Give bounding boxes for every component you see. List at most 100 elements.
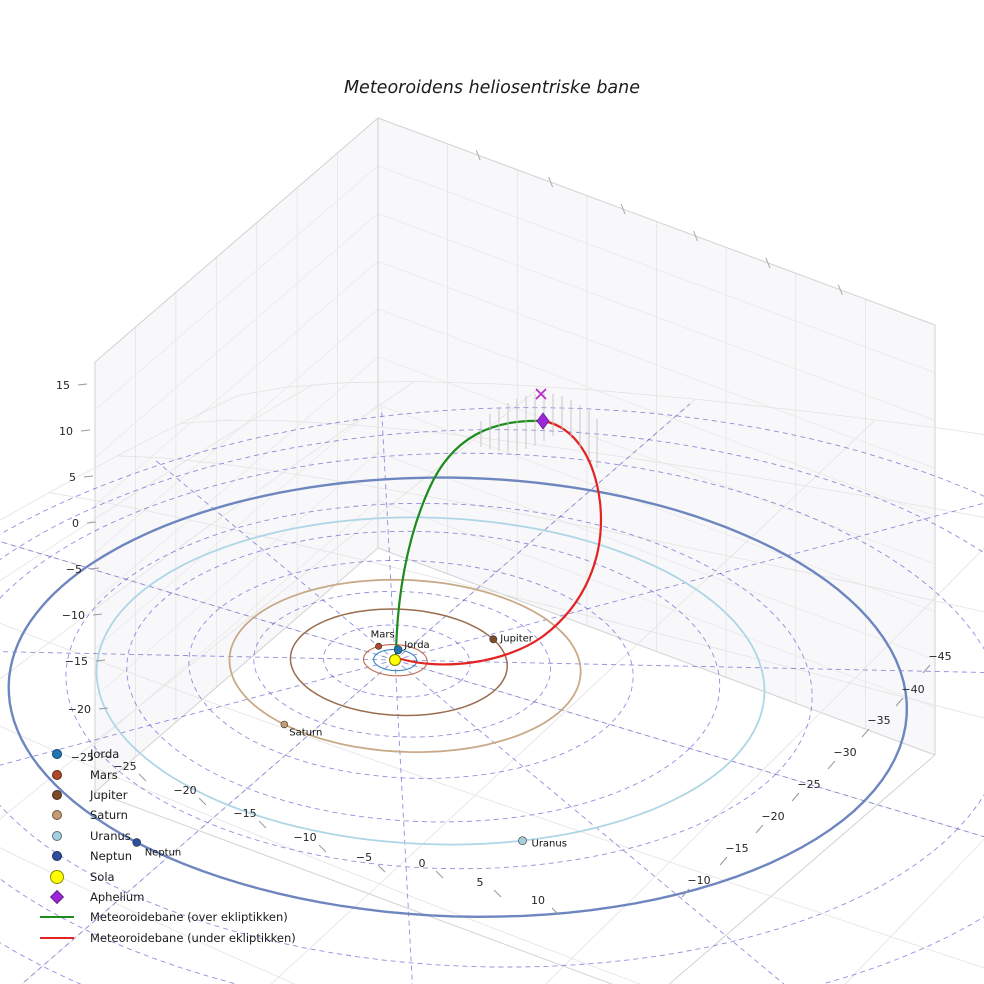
y-tick-label: −20	[761, 810, 784, 823]
legend-dot-icon	[34, 810, 80, 821]
z-tick-label: −25	[71, 751, 94, 764]
x-tick-label: −20	[173, 784, 196, 797]
legend-dot-icon	[34, 851, 80, 862]
axis-ticks: 15 10 5 0 −5 −10 −15 −20 −25 −25 −20 −15 −10 −5 0 5 10 −4…	[56, 379, 952, 916]
planet-label-neptun: Neptun	[145, 847, 182, 858]
y-tick-label: −10	[687, 874, 710, 887]
saturn-orbit	[228, 578, 582, 754]
polar-grid	[0, 403, 984, 984]
z-tick-label: 15	[56, 379, 70, 392]
saturn-marker	[280, 720, 288, 729]
x-tick-label: 0	[419, 857, 426, 870]
planet-label-jupiter: Jupiter	[499, 633, 533, 644]
legend-item-neptun: Neptun	[34, 846, 296, 866]
legend-label: Mars	[90, 767, 118, 782]
legend-item-mars: Mars	[34, 764, 296, 784]
polar-grid-ring	[0, 452, 984, 968]
legend-dot-large-icon	[34, 869, 80, 884]
legend-line-icon	[34, 936, 80, 939]
planet-labels: Jorda Mars Jupiter Saturn Uranus Neptun	[145, 629, 567, 858]
box-grid	[94, 117, 936, 984]
legend-item-meteoroidebane-over-ekliptikken: Meteoroidebane (over ekliptikken)	[34, 907, 296, 927]
polar-grid-ray	[381, 407, 396, 661]
x-tick-label: −5	[356, 851, 372, 864]
neptun-marker	[132, 838, 141, 847]
planet-label-mars: Mars	[371, 629, 395, 640]
orbits	[7, 476, 909, 919]
polar-grid-ray	[394, 502, 984, 661]
neptun-orbit	[7, 476, 909, 919]
polar-grid-ring	[0, 429, 984, 984]
legend-label: Uranus	[90, 828, 131, 843]
polar-grid-ring	[126, 530, 721, 823]
polar-grid-ray	[394, 659, 413, 984]
sun-marker	[389, 654, 401, 666]
polar-grid-ray	[394, 659, 984, 838]
legend-item-meteoroidebane-under-ekliptikken: Meteoroidebane (under ekliptikken)	[34, 928, 296, 948]
planet-label-jorda: Jorda	[403, 640, 429, 651]
mars-marker	[375, 642, 383, 650]
y-tick-label: −25	[797, 778, 820, 791]
jorda-orbit	[373, 648, 418, 672]
planet-label-saturn: Saturn	[289, 727, 322, 738]
legend-dot-icon	[34, 769, 80, 780]
markers	[132, 388, 550, 847]
z-tick-label: 0	[72, 517, 79, 530]
legend-label: Meteoroidebane (under ekliptikken)	[90, 930, 296, 945]
uranus-orbit	[95, 516, 766, 846]
z-tick-label: −20	[68, 703, 91, 716]
jorda-marker	[393, 645, 403, 655]
polar-grid-ray	[21, 659, 396, 984]
y-tick-label: −35	[867, 714, 890, 727]
y-tick-label: −15	[725, 842, 748, 855]
x-tick-label: −15	[233, 807, 256, 820]
legend-item-aphelium: Aphelium	[34, 887, 296, 907]
uranus-marker	[518, 836, 527, 846]
legend-dot-icon	[34, 830, 80, 841]
mars-orbit	[362, 644, 428, 677]
y-tick-label: −45	[928, 650, 951, 663]
legend-diamond-icon	[34, 889, 80, 904]
aphelion-cross-icon	[535, 388, 547, 400]
legend-dot-icon	[34, 789, 80, 800]
meteoroid-under-curve	[399, 419, 602, 666]
x-tick-label: −25	[113, 760, 136, 773]
planet-label-uranus: Uranus	[532, 839, 567, 850]
legend-dot-icon	[34, 749, 80, 760]
polar-grid-ray	[153, 458, 396, 661]
legend: Jorda Mars Jupiter Saturn Uranus Neptun Sola Ap…	[34, 744, 296, 948]
legend-item-jupiter: Jupiter	[34, 785, 296, 805]
legend-item-sola: Sola	[34, 866, 296, 886]
y-tick-label: −30	[833, 746, 856, 759]
legend-label: Saturn	[90, 808, 128, 823]
legend-label: Meteoroidebane (over ekliptikken)	[90, 910, 288, 925]
legend-item-jorda: Jorda	[34, 744, 296, 764]
x-tick-label: 10	[531, 894, 545, 907]
polar-grid-ray	[394, 403, 690, 661]
y-tick-label: −40	[901, 683, 924, 696]
polar-grid-ray	[0, 659, 396, 766]
z-tick-label: −15	[65, 655, 88, 668]
polar-grid-ray	[0, 541, 396, 661]
z-tick-label: −5	[66, 563, 82, 576]
meteoroid-over-curve	[394, 419, 545, 656]
legend-label: Jorda	[90, 747, 120, 762]
aphelion-marker	[536, 412, 550, 430]
x-tick-label: −10	[293, 831, 316, 844]
meteoroid-orbit	[394, 419, 602, 666]
legend-line-icon	[34, 916, 80, 919]
legend-label: Sola	[90, 869, 115, 884]
chart-title: Meteoroidens heliosentriske bane	[343, 78, 641, 98]
legend-label: Aphelium	[90, 889, 145, 904]
legend-label: Jupiter	[90, 787, 128, 802]
z-tick-label: 5	[69, 471, 76, 484]
legend-label: Neptun	[90, 849, 133, 864]
jupiter-orbit	[289, 608, 508, 717]
left-wall	[95, 118, 378, 792]
x-tick-label: 5	[477, 876, 484, 889]
polar-grid-ray	[0, 651, 396, 661]
z-tick-label: 10	[59, 425, 73, 438]
legend-item-saturn: Saturn	[34, 805, 296, 825]
